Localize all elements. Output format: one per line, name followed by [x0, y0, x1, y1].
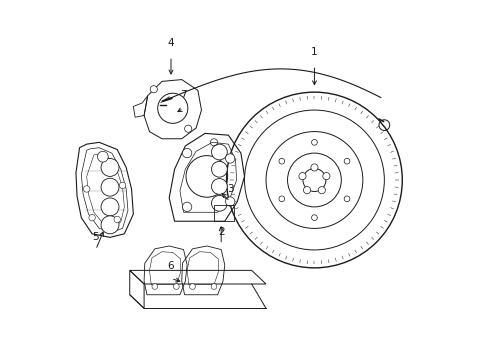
Circle shape	[101, 178, 119, 196]
Text: 6: 6	[167, 261, 174, 271]
Circle shape	[344, 196, 349, 202]
Circle shape	[344, 158, 349, 164]
Circle shape	[184, 125, 191, 132]
Circle shape	[318, 186, 325, 194]
Circle shape	[311, 215, 317, 221]
Circle shape	[101, 158, 119, 176]
Circle shape	[182, 202, 191, 212]
Text: 5: 5	[92, 232, 99, 242]
Circle shape	[89, 215, 95, 221]
Circle shape	[211, 179, 227, 194]
Circle shape	[150, 86, 157, 93]
Text: 4: 4	[167, 39, 174, 48]
Circle shape	[119, 182, 125, 189]
Circle shape	[101, 198, 119, 216]
Text: 2: 2	[218, 227, 224, 237]
Circle shape	[303, 168, 325, 192]
Circle shape	[311, 139, 317, 145]
Circle shape	[83, 186, 90, 192]
Circle shape	[303, 186, 310, 194]
Text: 3: 3	[226, 184, 233, 194]
Circle shape	[211, 284, 217, 289]
Circle shape	[278, 196, 284, 202]
Circle shape	[97, 151, 108, 162]
Circle shape	[182, 148, 191, 158]
Circle shape	[173, 284, 179, 289]
Circle shape	[298, 172, 305, 180]
Circle shape	[322, 172, 329, 180]
Circle shape	[101, 216, 119, 234]
Circle shape	[152, 284, 158, 289]
Circle shape	[225, 154, 234, 163]
Circle shape	[278, 158, 284, 164]
Circle shape	[310, 164, 317, 171]
Circle shape	[189, 284, 195, 289]
Text: 1: 1	[310, 48, 317, 57]
Circle shape	[211, 195, 227, 211]
Circle shape	[211, 144, 227, 160]
Circle shape	[114, 216, 120, 223]
Circle shape	[225, 197, 234, 206]
Text: 7: 7	[180, 90, 186, 100]
Circle shape	[211, 161, 227, 177]
